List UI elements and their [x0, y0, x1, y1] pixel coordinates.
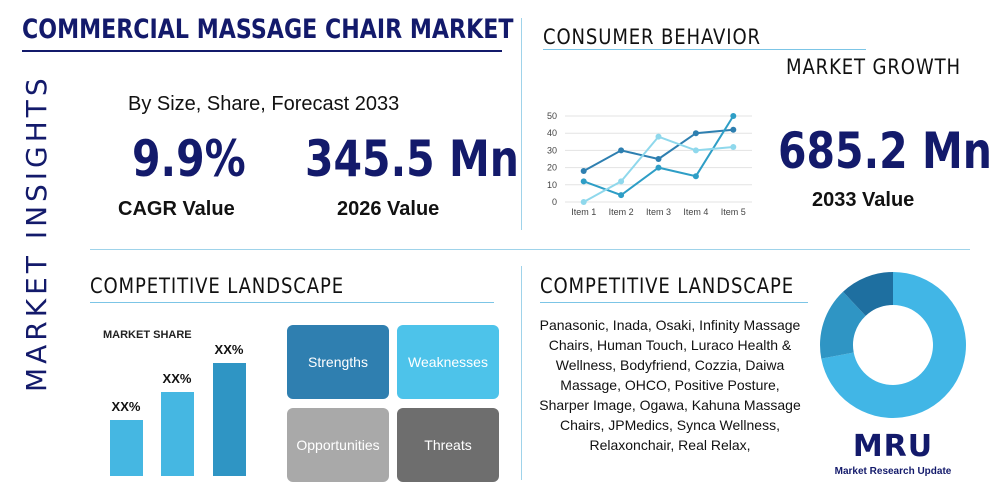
- consumer-title: CONSUMER BEHAVIOR: [543, 25, 761, 49]
- value-2026: 345.5 Mn: [305, 130, 519, 188]
- page-title: COMMERCIAL MASSAGE CHAIR MARKET: [22, 14, 514, 45]
- market-share-bar-label: XX%: [214, 341, 244, 357]
- y-tick-label: 20: [547, 163, 557, 173]
- y-tick-label: 0: [552, 197, 557, 207]
- series-3-point: [618, 178, 625, 185]
- donut-slice-1: [821, 272, 966, 418]
- value-2033: 685.2 Mn: [778, 122, 992, 180]
- consumer-underline: [543, 49, 866, 50]
- donut-slice-3: [843, 272, 893, 316]
- logo-caption: Market Research Update: [834, 466, 952, 477]
- donut-slice-2: [820, 291, 866, 359]
- vertical-divider-bottom: [521, 266, 522, 480]
- market-share-bar: [161, 392, 194, 476]
- horizontal-divider: [90, 249, 970, 250]
- x-tick-label: Item 2: [609, 207, 634, 217]
- company-list: Panasonic, Inada, Osaki, Infinity Massag…: [539, 317, 801, 453]
- series-1-point: [655, 156, 662, 162]
- series-3-point: [730, 143, 737, 150]
- series-line-2: [583, 115, 735, 197]
- market-share-bar: [110, 420, 143, 476]
- x-tick-label: Item 1: [571, 207, 596, 217]
- x-tick-label: Item 4: [683, 207, 708, 217]
- series-2-point: [730, 113, 737, 119]
- y-tick-label: 10: [547, 180, 557, 190]
- market-share-label: MARKET SHARE: [103, 329, 192, 341]
- title-underline: [22, 50, 502, 52]
- series-2-point: [655, 164, 662, 171]
- series-3-point: [692, 147, 699, 154]
- market-share-bar-label: XX%: [162, 371, 192, 387]
- strengths-tile[interactable]: Strengths: [287, 325, 389, 399]
- cagr-value: 9.9%: [132, 130, 246, 188]
- vertical-label: MARKET INSIGHTS: [20, 74, 53, 392]
- series-1-point: [580, 168, 587, 175]
- competitive-right-title: COMPETITIVE LANDSCAPE: [540, 274, 794, 298]
- series-2-point: [580, 178, 587, 185]
- market-share-donut: [820, 272, 966, 418]
- series-2-point: [618, 192, 625, 199]
- cagr-label: CAGR Value: [118, 198, 235, 220]
- vertical-divider-top: [521, 18, 522, 230]
- series-1-point: [618, 147, 625, 154]
- x-tick-label: Item 3: [646, 207, 671, 217]
- line-chart: 0 10 20 30 40 50 Item 1 Item 2 Item 3 Item 4 Item …: [547, 111, 752, 217]
- consumer-subtitle: MARKET GROWTH: [786, 55, 961, 79]
- opportunities-tile[interactable]: Opportunities: [287, 408, 389, 482]
- value-2033-label: 2033 Value: [812, 189, 915, 211]
- competitive-right-underline: [540, 302, 808, 303]
- market-share-bar: [213, 362, 246, 476]
- series-3-point: [655, 133, 662, 140]
- value-2026-label: 2026 Value: [337, 198, 440, 220]
- y-tick-label: 50: [547, 111, 557, 121]
- y-tick-label: 40: [547, 128, 557, 138]
- competitive-left-title: COMPETITIVE LANDSCAPE: [90, 274, 344, 298]
- logo-wordmark: MRU: [852, 429, 934, 464]
- market-share-bar-label: XX%: [111, 399, 141, 415]
- mru-logo: MRU Market Research Update: [828, 429, 958, 478]
- series-1-point: [692, 130, 699, 137]
- series-3-point: [580, 199, 587, 205]
- weaknesses-tile[interactable]: Weaknesses: [397, 325, 499, 399]
- series-1-point: [730, 126, 737, 133]
- y-tick-label: 30: [547, 145, 557, 155]
- x-tick-label: Item 5: [721, 207, 746, 217]
- size-subtitle: By Size, Share, Forecast 2033: [128, 93, 400, 115]
- threats-tile[interactable]: Threats: [397, 408, 499, 482]
- competitive-left-underline: [90, 302, 494, 303]
- series-2-point: [692, 173, 699, 180]
